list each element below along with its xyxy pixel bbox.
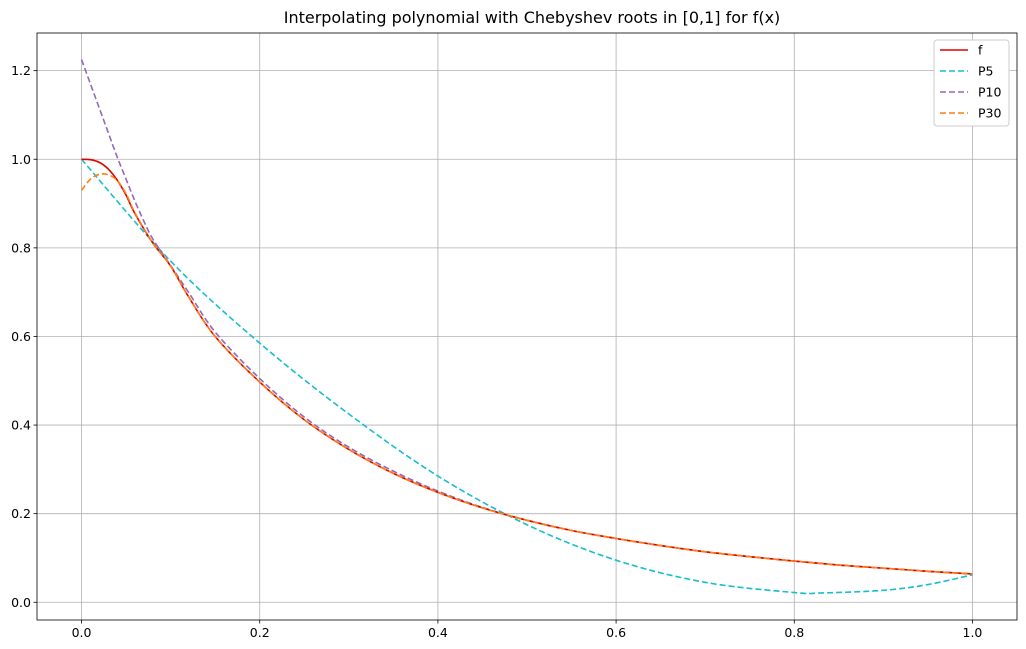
axes-frame — [36, 32, 1018, 621]
x-tick-label: 0.8 — [784, 625, 804, 640]
series-lines — [80, 59, 973, 595]
axis-ticks: 0.0 0.2 0.4 0.6 0.8 1.0 0.0 0.2 0.4 0.6 0.8 1.0 1.2 — [11, 63, 982, 640]
y-tick-label: 0.0 — [11, 595, 31, 610]
y-tick-label: 1.2 — [11, 63, 31, 78]
legend-label-p30: P30 — [978, 106, 1001, 121]
series-line-p5 — [80, 158, 973, 595]
legend-label-p10: P10 — [978, 85, 1001, 100]
x-tick-label: 0.6 — [606, 625, 626, 640]
y-tick-label: 1.0 — [11, 152, 31, 167]
grid — [37, 33, 1017, 620]
legend-frame — [933, 39, 1010, 127]
chart-title: Interpolating polynomial with Chebyshev … — [284, 8, 781, 27]
legend: f P5 P10 P30 — [933, 39, 1010, 127]
x-tick-label: 1.0 — [963, 625, 983, 640]
legend-label-p5: P5 — [978, 64, 994, 79]
x-tick-label: 0.0 — [72, 625, 92, 640]
series-line-f — [81, 158, 973, 575]
y-tick-label: 0.4 — [11, 418, 31, 433]
x-tick-label: 0.4 — [428, 625, 448, 640]
x-tick-label: 0.2 — [250, 625, 270, 640]
legend-label-f: f — [978, 43, 983, 58]
y-tick-label: 0.8 — [11, 240, 31, 255]
y-tick-label: 0.6 — [11, 329, 31, 344]
y-tick-label: 0.2 — [11, 506, 31, 521]
